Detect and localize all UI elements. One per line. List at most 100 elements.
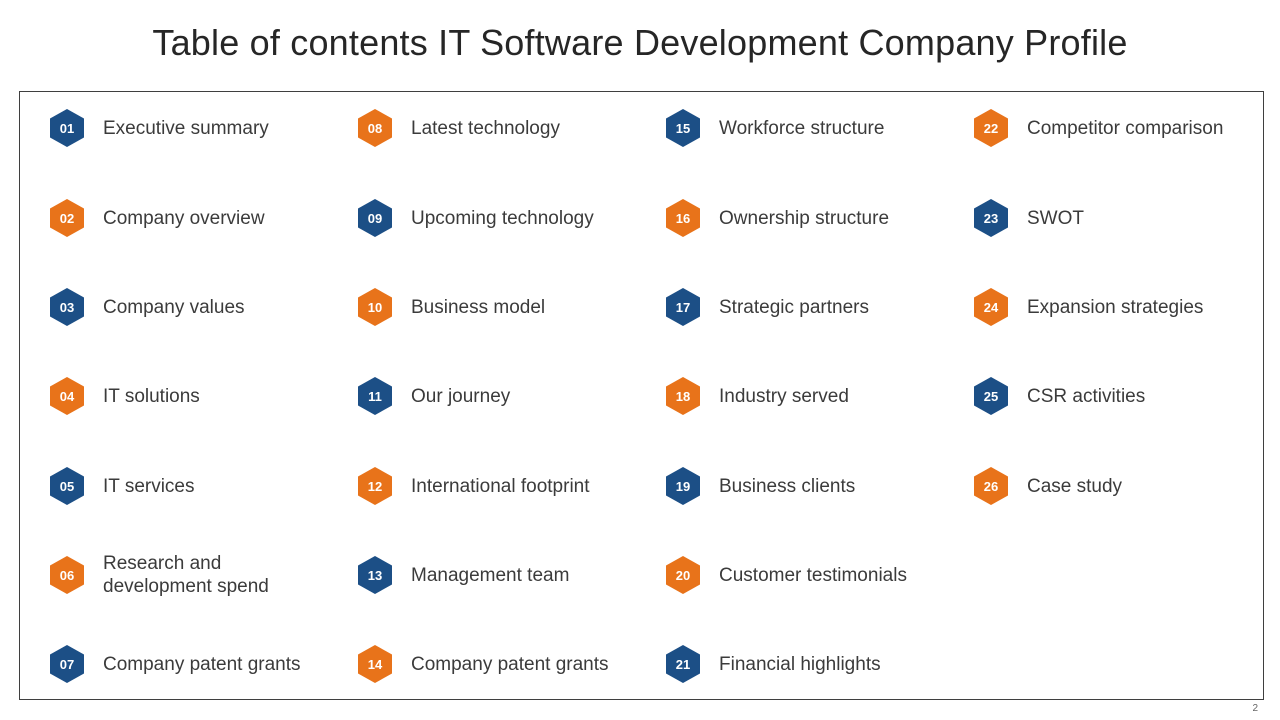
hexagon-number-badge: 26	[974, 467, 1008, 505]
toc-item-12[interactable]: 12 International footprint	[358, 466, 658, 506]
hexagon-number-badge: 05	[50, 467, 84, 505]
hexagon-number-badge: 09	[358, 199, 392, 237]
toc-item-label: Latest technology	[411, 117, 560, 139]
hexagon-number-badge: 07	[50, 645, 84, 683]
toc-item-number: 03	[59, 299, 75, 315]
toc-item-label: Business model	[411, 296, 546, 318]
toc-item-number: 05	[59, 478, 75, 494]
toc-item-23[interactable]: 23 SWOT	[974, 198, 1274, 238]
toc-item-11[interactable]: 11 Our journey	[358, 376, 658, 416]
toc-item-label: Company overview	[103, 207, 265, 229]
toc-item-13[interactable]: 13 Management team	[358, 555, 658, 595]
toc-item-label: International footprint	[411, 475, 590, 497]
toc-item-label: Research and development spend	[103, 553, 269, 597]
hexagon-number-badge: 08	[358, 109, 392, 147]
toc-item-label: Executive summary	[103, 117, 269, 139]
hexagon-number-badge: 11	[358, 377, 392, 415]
hexagon-number-badge: 01	[50, 109, 84, 147]
toc-item-25[interactable]: 25 CSR activities	[974, 376, 1274, 416]
toc-item-22[interactable]: 22 Competitor comparison	[974, 108, 1274, 148]
toc-item-19[interactable]: 19 Business clients	[666, 466, 966, 506]
hexagon-number-badge: 17	[666, 288, 700, 326]
toc-item-01[interactable]: 01 Executive summary	[50, 108, 350, 148]
toc-item-label: Financial highlights	[719, 653, 881, 675]
toc-item-05[interactable]: 05 IT services	[50, 466, 350, 506]
toc-item-07[interactable]: 07 Company patent grants	[50, 644, 350, 684]
hexagon-number-badge: 24	[974, 288, 1008, 326]
toc-item-label: Industry served	[719, 385, 849, 407]
toc-item-number: 14	[367, 656, 383, 672]
toc-item-number: 19	[675, 478, 691, 494]
page-title: Table of contents IT Software Developmen…	[152, 22, 1128, 63]
toc-item-24[interactable]: 24 Expansion strategies	[974, 287, 1274, 327]
hexagon-number-badge: 16	[666, 199, 700, 237]
hexagon-number-badge: 23	[974, 199, 1008, 237]
toc-item-label: Upcoming technology	[411, 207, 594, 229]
toc-item-14[interactable]: 14 Company patent grants	[358, 644, 658, 684]
toc-item-17[interactable]: 17 Strategic partners	[666, 287, 966, 327]
toc-item-number: 10	[367, 299, 383, 315]
hexagon-number-badge: 06	[50, 556, 84, 594]
toc-item-06[interactable]: 06 Research and development spend	[50, 553, 350, 597]
toc-item-number: 22	[983, 120, 999, 136]
toc-item-label: CSR activities	[1027, 385, 1146, 407]
toc-item-number: 16	[675, 210, 691, 226]
toc-item-label: IT services	[103, 475, 195, 497]
hexagon-number-badge: 15	[666, 109, 700, 147]
hexagon-number-badge: 04	[50, 377, 84, 415]
toc-item-03[interactable]: 03 Company values	[50, 287, 350, 327]
toc-item-number: 01	[59, 120, 75, 136]
toc-item-label: Ownership structure	[719, 207, 890, 229]
toc-item-number: 17	[675, 299, 691, 315]
toc-item-09[interactable]: 09 Upcoming technology	[358, 198, 658, 238]
hexagon-number-badge: 10	[358, 288, 392, 326]
toc-item-number: 11	[368, 388, 382, 404]
toc-item-label: IT solutions	[103, 385, 200, 407]
toc-item-label: Workforce structure	[719, 117, 885, 139]
toc-item-04[interactable]: 04 IT solutions	[50, 376, 350, 416]
hexagon-number-badge: 21	[666, 645, 700, 683]
toc-item-number: 12	[367, 478, 383, 494]
toc-item-18[interactable]: 18 Industry served	[666, 376, 966, 416]
toc-frame: 01 Executive summary 02 Company overview 03 C…	[19, 91, 1264, 700]
toc-item-number: 23	[983, 210, 999, 226]
toc-item-number: 18	[675, 388, 691, 404]
hexagon-number-badge: 22	[974, 109, 1008, 147]
hexagon-number-badge: 18	[666, 377, 700, 415]
toc-item-label: Management team	[411, 564, 570, 586]
toc-item-label: Competitor comparison	[1027, 117, 1224, 139]
toc-item-number: 20	[675, 567, 691, 583]
hexagon-number-badge: 12	[358, 467, 392, 505]
hexagon-number-badge: 25	[974, 377, 1008, 415]
toc-item-number: 26	[983, 478, 999, 494]
toc-item-20[interactable]: 20 Customer testimonials	[666, 555, 966, 595]
toc-item-label: Customer testimonials	[719, 564, 907, 586]
toc-item-08[interactable]: 08 Latest technology	[358, 108, 658, 148]
page-number: 2	[1252, 703, 1258, 714]
toc-item-16[interactable]: 16 Ownership structure	[666, 198, 966, 238]
hexagon-number-badge: 13	[358, 556, 392, 594]
toc-item-number: 21	[675, 656, 691, 672]
toc-item-number: 07	[59, 656, 75, 672]
toc-item-21[interactable]: 21 Financial highlights	[666, 644, 966, 684]
toc-item-label: Company values	[103, 296, 245, 318]
toc-item-label: Our journey	[411, 385, 511, 407]
toc-item-number: 25	[983, 388, 999, 404]
toc-item-label: Company patent grants	[411, 653, 609, 675]
toc-item-number: 13	[367, 567, 383, 583]
toc-item-15[interactable]: 15 Workforce structure	[666, 108, 966, 148]
hexagon-number-badge: 20	[666, 556, 700, 594]
toc-item-number: 06	[59, 567, 75, 583]
toc-item-10[interactable]: 10 Business model	[358, 287, 658, 327]
hexagon-number-badge: 02	[50, 199, 84, 237]
hexagon-number-badge: 14	[358, 645, 392, 683]
toc-item-26[interactable]: 26 Case study	[974, 466, 1274, 506]
toc-item-02[interactable]: 02 Company overview	[50, 198, 350, 238]
toc-item-label: Expansion strategies	[1027, 296, 1204, 318]
toc-item-label: SWOT	[1027, 207, 1084, 229]
toc-item-number: 24	[983, 299, 999, 315]
toc-item-number: 02	[59, 210, 75, 226]
toc-item-number: 08	[367, 120, 383, 136]
hexagon-number-badge: 03	[50, 288, 84, 326]
toc-item-label: Business clients	[719, 475, 856, 497]
